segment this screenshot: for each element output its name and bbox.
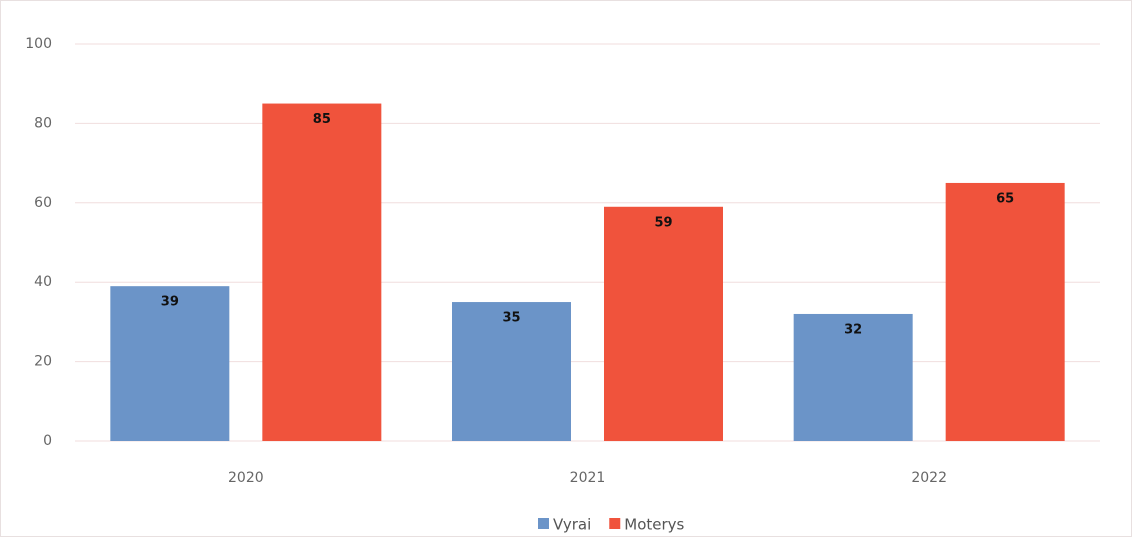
- x-tick-label: 2022: [911, 470, 947, 486]
- bar: [262, 103, 382, 442]
- value-label: 85: [313, 112, 331, 127]
- y-tick-label: 80: [34, 115, 52, 131]
- y-tick-label: 60: [34, 195, 52, 211]
- x-tick-label: 2021: [570, 470, 606, 486]
- y-tick-label: 20: [34, 354, 52, 370]
- value-label: 32: [844, 322, 862, 337]
- bar: [793, 313, 913, 441]
- legend-swatch: [538, 518, 549, 529]
- legend-label: Moterys: [624, 516, 684, 534]
- bar: [945, 182, 1065, 441]
- value-label: 65: [996, 191, 1014, 206]
- bar: [110, 286, 230, 441]
- value-label: 39: [161, 295, 179, 310]
- value-label: 59: [654, 215, 672, 230]
- legend-swatch: [609, 518, 621, 529]
- bar: [452, 302, 571, 441]
- bar: [604, 206, 723, 441]
- y-tick-label: 0: [43, 433, 52, 449]
- y-tick-label: 40: [34, 274, 52, 290]
- legend-label: Vyrai: [553, 516, 591, 534]
- y-tick-label: 100: [25, 36, 52, 52]
- value-label: 35: [502, 311, 520, 326]
- x-tick-label: 2020: [228, 470, 264, 486]
